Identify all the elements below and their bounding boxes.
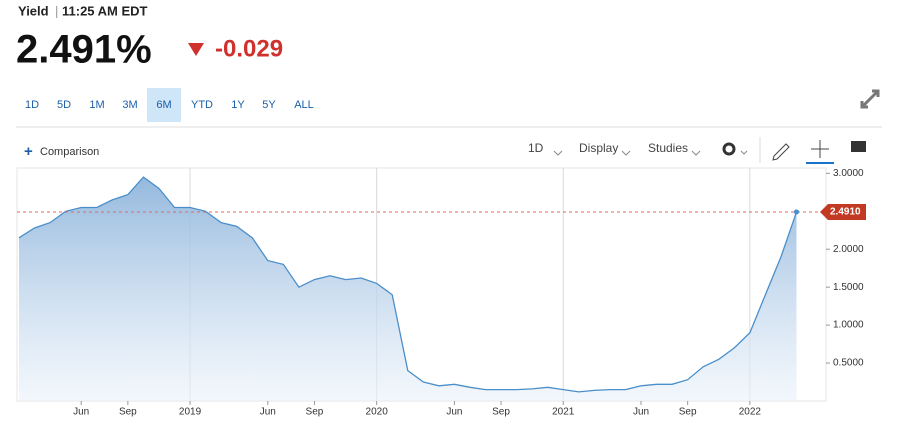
range-button[interactable]: 1M: [89, 99, 104, 111]
x-tick-label: Jun: [446, 407, 462, 418]
draw-icon[interactable]: [772, 143, 790, 161]
separator: |: [55, 3, 58, 18]
x-tick-label: Sep: [306, 407, 324, 418]
range-button[interactable]: 6M: [156, 99, 171, 111]
plot: Jun Sep 2019 Jun Sep 2020 Jun Sep 2021 Jun Sep 2022…: [16, 167, 866, 418]
comment-icon[interactable]: [851, 141, 866, 152]
comparison-button[interactable]: Comparison: [40, 146, 99, 158]
x-tick-label: 2021: [552, 407, 575, 418]
down-arrow: [188, 43, 204, 56]
quote-time: 11:25 AM EDT: [62, 3, 148, 18]
range-button[interactable]: 5D: [57, 99, 71, 111]
last-point: [794, 209, 799, 215]
x-tick-label: Sep: [119, 407, 137, 418]
x-tick-label: Jun: [73, 407, 89, 418]
x-tick-label: 2019: [179, 407, 202, 418]
display-button[interactable]: Display: [579, 141, 618, 155]
chevron: [553, 150, 563, 156]
y-tick-label: 1.0000: [833, 320, 864, 331]
chevron: [740, 150, 748, 155]
quote-label: Yield: [18, 3, 49, 18]
y-tick-label: 1.5000: [833, 282, 864, 293]
range-selected: [147, 88, 181, 122]
y-tick-label: 0.5000: [833, 358, 864, 369]
x-tick-label: 2020: [366, 407, 389, 418]
range-button[interactable]: 1Y: [231, 99, 245, 111]
chevron: [621, 150, 631, 156]
price: 2.491%: [16, 28, 152, 72]
crosshair-icon[interactable]: [811, 140, 829, 158]
range-button[interactable]: YTD: [191, 99, 213, 111]
expand-icon[interactable]: [860, 89, 880, 109]
x-tick-label: Jun: [260, 407, 276, 418]
studies-button[interactable]: Studies: [648, 141, 688, 155]
area: [19, 177, 797, 401]
range-buttons: 1D 5D 1M 3M 6M YTD 1Y 5Y ALL: [25, 88, 314, 122]
y-tick-label: 2.0000: [833, 244, 864, 255]
interval-button[interactable]: 1D: [528, 141, 544, 155]
range-button[interactable]: 5Y: [262, 99, 276, 111]
range-button[interactable]: ALL: [294, 99, 314, 111]
range-button[interactable]: 1D: [25, 99, 39, 111]
last-value-tag: [820, 203, 866, 220]
change: -0.029: [215, 35, 283, 62]
range-button[interactable]: 3M: [122, 99, 137, 111]
settings-icon[interactable]: [722, 142, 736, 156]
plus-icon[interactable]: +: [24, 143, 33, 160]
x-tick-label: Sep: [679, 407, 697, 418]
last-value-label: 2.4910: [830, 207, 861, 218]
y-tick-label: 3.0000: [833, 168, 864, 179]
line: [18, 176, 798, 393]
x-tick-label: Jun: [633, 407, 649, 418]
x-tick-label: Sep: [492, 407, 510, 418]
x-tick-label: 2022: [739, 407, 762, 418]
chevron: [691, 150, 701, 156]
